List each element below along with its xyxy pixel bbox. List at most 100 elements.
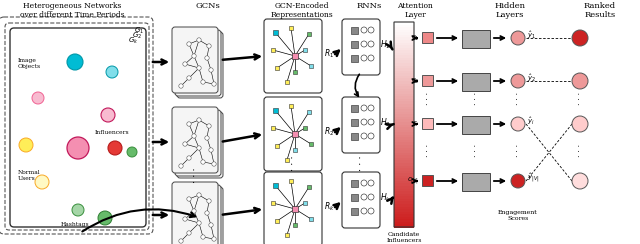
Bar — [394, 222, 414, 225]
Circle shape — [183, 217, 188, 221]
Bar — [394, 191, 414, 194]
Circle shape — [187, 42, 191, 46]
Circle shape — [32, 92, 44, 104]
Bar — [394, 109, 414, 112]
Bar — [394, 50, 414, 53]
Bar — [394, 137, 414, 140]
Circle shape — [207, 124, 211, 128]
Circle shape — [368, 105, 374, 111]
Bar — [394, 160, 414, 163]
Bar — [289, 104, 293, 108]
Circle shape — [19, 138, 33, 152]
Bar — [394, 217, 414, 220]
Bar — [394, 71, 414, 74]
Bar — [394, 32, 414, 35]
Text: $H_2$: $H_2$ — [380, 117, 390, 129]
Bar — [394, 25, 414, 28]
Circle shape — [572, 30, 588, 46]
Text: $R_1$: $R_1$ — [324, 48, 334, 60]
Bar — [273, 183, 278, 187]
Circle shape — [179, 84, 183, 88]
Bar — [394, 91, 414, 94]
Bar — [307, 185, 311, 189]
Circle shape — [205, 136, 209, 140]
Circle shape — [207, 44, 211, 48]
Bar — [307, 32, 311, 36]
Text: Ranked
Results: Ranked Results — [584, 2, 616, 19]
Bar — [394, 119, 414, 122]
Text: Normal
Users: Normal Users — [18, 170, 41, 181]
Bar — [271, 201, 275, 205]
Bar — [285, 80, 289, 84]
Bar — [394, 112, 414, 115]
Text: $H_k$: $H_k$ — [380, 192, 391, 204]
Bar — [394, 186, 414, 189]
Bar — [394, 122, 414, 125]
Bar — [303, 126, 307, 130]
Bar — [309, 217, 313, 221]
Bar — [394, 37, 414, 41]
Text: Hidden
Layers: Hidden Layers — [495, 2, 525, 19]
Bar — [394, 130, 414, 133]
Bar — [394, 78, 414, 81]
Bar — [351, 193, 358, 201]
Bar — [462, 73, 490, 91]
Bar — [394, 176, 414, 179]
Bar — [394, 58, 414, 61]
Bar — [394, 165, 414, 169]
Circle shape — [197, 118, 201, 122]
Circle shape — [72, 204, 84, 216]
Circle shape — [197, 193, 201, 197]
Bar — [285, 233, 289, 237]
Bar — [275, 144, 279, 148]
Text: RNNs: RNNs — [356, 2, 381, 10]
Bar — [394, 153, 414, 156]
Bar — [394, 140, 414, 143]
Circle shape — [183, 62, 188, 66]
Text: · · ·: · · · — [424, 92, 432, 105]
FancyBboxPatch shape — [264, 19, 322, 93]
Bar — [394, 45, 414, 48]
Text: $c_2$: $c_2$ — [410, 76, 419, 86]
Bar — [271, 48, 275, 52]
Bar — [394, 155, 414, 158]
Text: · · ·: · · · — [514, 143, 522, 157]
Circle shape — [209, 148, 213, 152]
Circle shape — [368, 208, 374, 214]
Circle shape — [212, 237, 216, 241]
Text: · · ·: · · · — [472, 143, 480, 157]
Text: $\hat{y}_{|V|}$: $\hat{y}_{|V|}$ — [527, 172, 540, 184]
Text: · · ·: · · · — [289, 155, 298, 171]
Bar — [394, 27, 414, 30]
Bar — [422, 75, 433, 86]
Bar — [394, 86, 414, 89]
Circle shape — [511, 74, 525, 88]
Bar — [394, 145, 414, 148]
Bar — [394, 68, 414, 71]
Circle shape — [98, 211, 112, 225]
Bar — [462, 30, 490, 48]
Text: Candidate
Influencers: Candidate Influencers — [387, 232, 422, 243]
Bar — [394, 102, 414, 104]
Bar — [394, 201, 414, 204]
Circle shape — [205, 211, 209, 215]
Circle shape — [209, 223, 213, 227]
Text: · · ·: · · · — [472, 92, 480, 105]
Circle shape — [361, 119, 367, 125]
Text: · · ·: · · · — [576, 143, 584, 157]
Bar — [394, 53, 414, 56]
Circle shape — [67, 54, 83, 70]
Bar — [394, 168, 414, 171]
Text: Heterogeneous Networks
over different Time Periods: Heterogeneous Networks over different Ti… — [20, 2, 124, 19]
Bar — [394, 163, 414, 166]
FancyBboxPatch shape — [172, 107, 218, 173]
FancyBboxPatch shape — [342, 172, 380, 228]
Bar — [422, 118, 433, 129]
Circle shape — [197, 221, 201, 225]
Circle shape — [368, 119, 374, 125]
FancyBboxPatch shape — [177, 112, 223, 178]
Text: $c_{|V|}$: $c_{|V|}$ — [407, 176, 419, 186]
Bar — [422, 175, 433, 186]
FancyBboxPatch shape — [175, 110, 221, 176]
Bar — [292, 131, 298, 137]
